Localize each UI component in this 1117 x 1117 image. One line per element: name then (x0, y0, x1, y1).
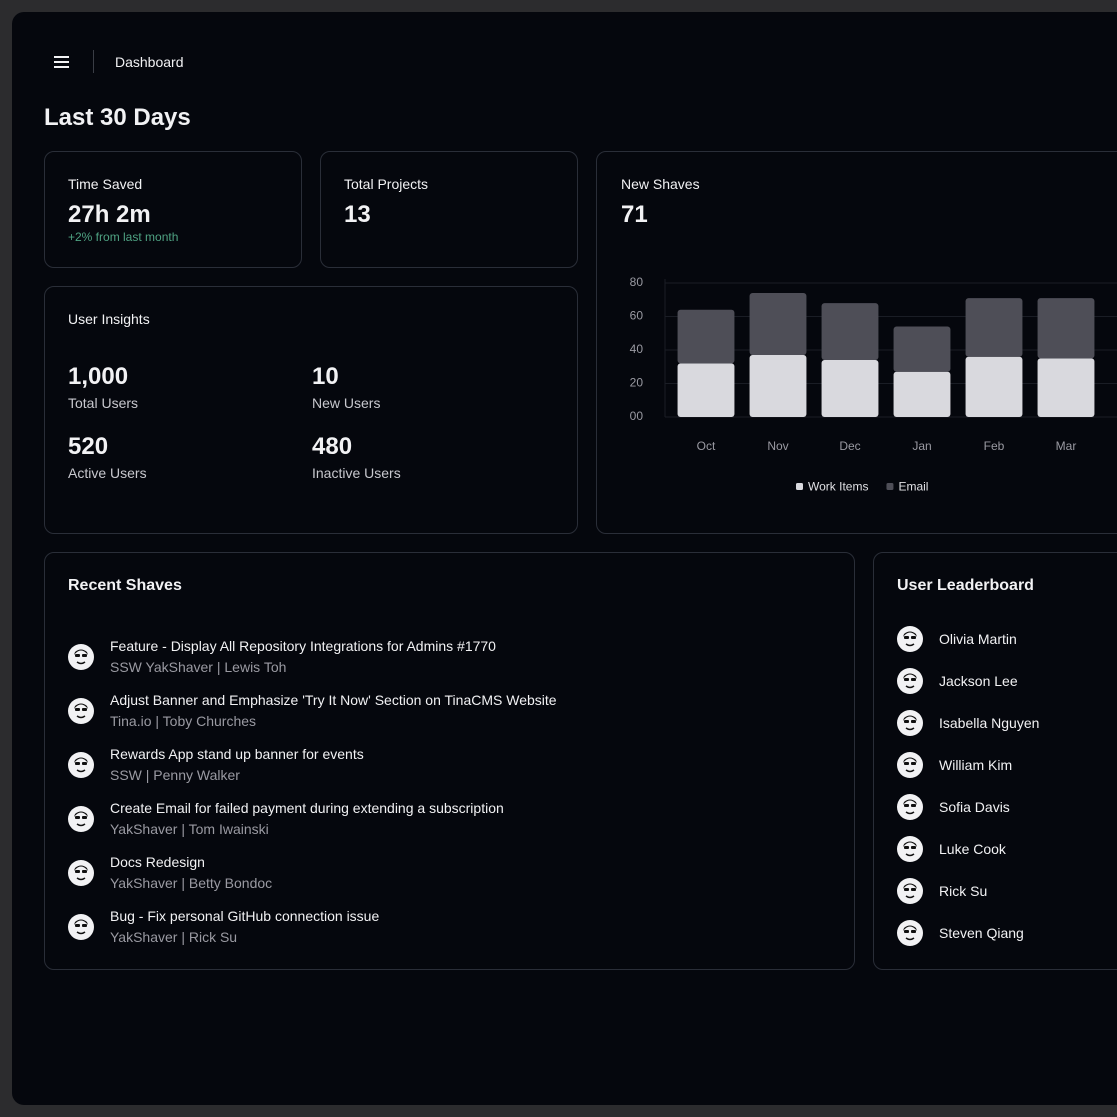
bar-segment (677, 309, 735, 364)
bar-chart: 00 20 40 60 80 Oct Nov Dec Jan Feb Mar Work Items Em… (630, 275, 1117, 494)
x-tick-label: Jan (912, 439, 931, 453)
legend-label: Work Items (808, 480, 868, 494)
shave-title[interactable]: Docs Redesign (110, 854, 205, 870)
shave-meta: YakShaver | Tom Iwainski (110, 821, 269, 837)
avatar (68, 806, 94, 832)
shave-title[interactable]: Rewards App stand up banner for events (110, 746, 364, 762)
bar-segment (965, 298, 1023, 357)
breadcrumb: Dashboard (115, 54, 184, 70)
insight-value: 520 (68, 433, 109, 460)
shave-meta: Tina.io | Toby Churches (110, 713, 257, 729)
y-tick-label: 60 (630, 309, 644, 323)
avatar (68, 644, 94, 670)
avatar (68, 914, 94, 940)
legend-label: Email (898, 480, 928, 494)
bar-segment (821, 303, 879, 361)
shave-title[interactable]: Adjust Banner and Emphasize 'Try It Now'… (110, 692, 557, 708)
y-tick-label: 40 (630, 342, 644, 356)
bar-segment (893, 371, 951, 417)
insight-label: New Users (312, 395, 381, 411)
avatar (897, 668, 923, 694)
x-tick-label: Dec (839, 439, 860, 453)
legend-swatch (886, 483, 894, 490)
divider (93, 50, 94, 73)
bar-segment (749, 355, 807, 417)
chart-card (596, 151, 1117, 534)
avatar (897, 626, 923, 652)
shave-meta: YakShaver | Rick Su (110, 929, 238, 945)
x-tick-label: Oct (697, 439, 716, 453)
insight-label: Active Users (68, 465, 147, 481)
leader-name: Luke Cook (939, 841, 1006, 857)
insight-label: Total Users (68, 395, 139, 411)
avatar (68, 698, 94, 724)
bar-segment (821, 360, 879, 417)
insight-value: 10 (312, 363, 339, 390)
insights-card (44, 286, 578, 534)
legend-swatch (796, 483, 803, 490)
card-title: Recent Shaves (68, 577, 182, 594)
bar-segment (965, 356, 1023, 417)
stat-card (44, 151, 302, 268)
shave-title[interactable]: Create Email for failed payment during e… (110, 800, 504, 816)
y-tick-label: 20 (630, 376, 644, 390)
x-tick-label: Nov (767, 439, 788, 453)
card-title: User Insights (68, 311, 150, 327)
avatar (897, 920, 923, 946)
stat-value: 27h 2m (68, 201, 151, 228)
leader-name: Steven Qiang (939, 925, 1024, 941)
avatar (897, 710, 923, 736)
shave-meta: SSW YakShaver | Lewis Toh (110, 659, 287, 675)
avatar (897, 752, 923, 778)
card-title: User Leaderboard (897, 577, 1034, 594)
shave-meta: SSW | Penny Walker (110, 767, 240, 783)
leader-name: Jackson Lee (939, 673, 1018, 689)
leader-name: Sofia Davis (939, 799, 1010, 815)
bar-segment (893, 326, 951, 372)
x-tick-label: Mar (1056, 439, 1077, 453)
y-tick-label: 00 (630, 409, 644, 423)
card-title: New Shaves (621, 176, 700, 192)
recent-card (44, 552, 855, 970)
leader-name: Rick Su (939, 883, 988, 899)
bar-segment (677, 363, 735, 417)
shave-title[interactable]: Bug - Fix personal GitHub connection iss… (110, 908, 380, 924)
x-tick-label: Feb (984, 439, 1005, 453)
avatar (897, 794, 923, 820)
leaderboard-card (873, 552, 1117, 970)
leader-name: Olivia Martin (939, 631, 1017, 647)
avatar (68, 752, 94, 778)
stat-label: Time Saved (68, 176, 143, 192)
bar-segment (1037, 358, 1095, 417)
stat-card (320, 151, 578, 268)
page-heading: Last 30 Days (44, 104, 191, 131)
chart-total: 71 (621, 201, 648, 228)
shave-title[interactable]: Feature - Display All Repository Integra… (110, 638, 496, 654)
insight-value: 1,000 (68, 363, 129, 390)
app-panel (12, 12, 1117, 1105)
bar-segment (1037, 298, 1095, 359)
stat-value: 13 (344, 201, 371, 228)
leader-name: Isabella Nguyen (939, 715, 1040, 731)
insight-value: 480 (312, 433, 353, 460)
insight-label: Inactive Users (312, 465, 401, 481)
leader-name: William Kim (939, 757, 1013, 773)
menu-button[interactable] (52, 53, 72, 71)
shave-meta: YakShaver | Betty Bondoc (110, 875, 273, 891)
stat-note: +2% from last month (68, 230, 179, 244)
stat-label: Total Projects (344, 176, 429, 192)
avatar (897, 878, 923, 904)
y-tick-label: 80 (630, 275, 644, 289)
avatar (897, 836, 923, 862)
avatar (68, 860, 94, 886)
bar-segment (749, 293, 807, 356)
